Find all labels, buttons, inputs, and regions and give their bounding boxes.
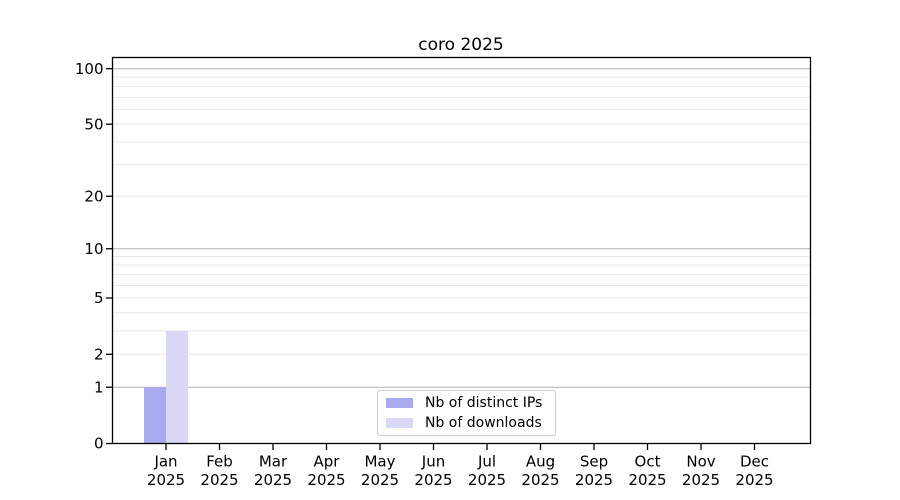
chart-title: coro 2025 bbox=[418, 35, 504, 55]
y-tick-label: 20 bbox=[84, 187, 103, 205]
plot-frame bbox=[111, 56, 812, 445]
x-tick-label-year: 2025 bbox=[307, 471, 345, 489]
legend: Nb of distinct IPs Nb of downloads bbox=[377, 390, 556, 436]
legend-item-distinct-ips: Nb of distinct IPs bbox=[386, 395, 555, 411]
x-tick-label-year: 2025 bbox=[735, 471, 773, 489]
y-tick-label: 10 bbox=[84, 240, 103, 258]
y-tick-label: 0 bbox=[94, 435, 104, 453]
x-tick-label-year: 2025 bbox=[147, 471, 185, 489]
x-tick-label-month: Nov bbox=[686, 453, 715, 471]
x-tick-label-year: 2025 bbox=[414, 471, 452, 489]
y-tick-label: 1 bbox=[94, 378, 104, 396]
y-tick-label: 100 bbox=[75, 60, 104, 78]
x-tick-label-month: Feb bbox=[206, 453, 233, 471]
x-tick-label-year: 2025 bbox=[575, 471, 613, 489]
x-tick-label-month: Jul bbox=[477, 453, 496, 471]
y-tick-label: 2 bbox=[94, 345, 104, 363]
x-tick-label-month: Apr bbox=[314, 453, 341, 471]
x-tick-label-year: 2025 bbox=[361, 471, 399, 489]
legend-swatch-downloads bbox=[386, 418, 413, 429]
x-tick-label-year: 2025 bbox=[682, 471, 720, 489]
x-tick-label-year: 2025 bbox=[468, 471, 506, 489]
x-tick-label-month: Mar bbox=[259, 453, 288, 471]
x-tick-label-month: May bbox=[364, 453, 395, 471]
bar-jan-s0 bbox=[144, 387, 166, 444]
x-tick-label-month: Sep bbox=[580, 453, 608, 471]
legend-label-distinct-ips: Nb of distinct IPs bbox=[425, 394, 543, 411]
legend-label-downloads: Nb of downloads bbox=[425, 415, 542, 431]
x-tick-label-month: Jun bbox=[421, 453, 445, 471]
x-tick-label-month: Oct bbox=[635, 453, 661, 471]
x-tick-label-year: 2025 bbox=[521, 471, 559, 489]
y-tick-label: 5 bbox=[94, 289, 104, 307]
bar-jan-s1 bbox=[166, 330, 188, 444]
x-tick-label-month: Dec bbox=[740, 453, 769, 471]
x-tick-label-month: Aug bbox=[526, 453, 555, 471]
x-tick-label-year: 2025 bbox=[254, 471, 292, 489]
y-tick-label: 50 bbox=[84, 115, 103, 133]
legend-swatch-distinct-ips bbox=[386, 397, 413, 408]
legend-item-downloads: Nb of downloads bbox=[386, 415, 555, 431]
x-tick-label-month: Jan bbox=[153, 453, 177, 471]
x-tick-label-year: 2025 bbox=[628, 471, 666, 489]
x-tick-label-year: 2025 bbox=[200, 471, 238, 489]
